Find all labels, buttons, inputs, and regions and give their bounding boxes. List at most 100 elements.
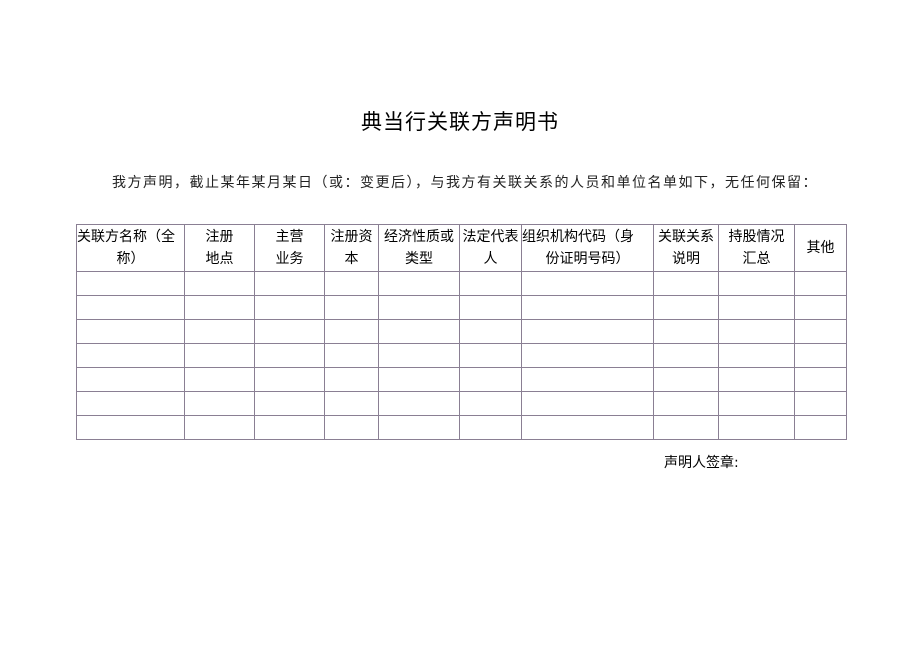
table-cell[interactable] bbox=[324, 295, 379, 320]
table-cell[interactable] bbox=[324, 415, 379, 440]
table-row bbox=[76, 319, 847, 344]
table-cell[interactable] bbox=[718, 391, 795, 416]
column-header-line: 注册 bbox=[205, 229, 234, 245]
table-cell[interactable] bbox=[76, 415, 185, 440]
table-cell[interactable] bbox=[76, 271, 185, 296]
table-cell[interactable] bbox=[459, 343, 522, 368]
table-cell[interactable] bbox=[254, 391, 325, 416]
table-cell[interactable] bbox=[459, 415, 522, 440]
table-cell[interactable] bbox=[718, 295, 795, 320]
table-row bbox=[76, 415, 847, 440]
column-header-line: 法定代表 bbox=[462, 229, 519, 245]
table-cell[interactable] bbox=[718, 319, 795, 344]
table-cell[interactable] bbox=[254, 415, 325, 440]
table-cell[interactable] bbox=[459, 295, 522, 320]
table-cell[interactable] bbox=[378, 319, 460, 344]
column-header-line: 关联关系 bbox=[658, 229, 714, 245]
table-row bbox=[76, 391, 847, 416]
declaration-paragraph: 我方声明，截止某年某月某日（或：变更后），与我方有关联关系的人员和单位名单如下，… bbox=[112, 175, 818, 191]
table-cell[interactable] bbox=[76, 319, 185, 344]
table-cell[interactable] bbox=[324, 367, 379, 392]
table-cell[interactable] bbox=[378, 391, 460, 416]
table-cell[interactable] bbox=[184, 391, 255, 416]
table-cell[interactable] bbox=[521, 367, 654, 392]
table-header-row: 关联方名称（全 称） 注册 地点 主营 业务 注册资本经济性质或 类型 法定代表人组织机构代码（… bbox=[76, 224, 847, 272]
table-cell[interactable] bbox=[459, 367, 522, 392]
table-cell[interactable] bbox=[521, 271, 654, 296]
table-cell[interactable] bbox=[459, 391, 522, 416]
table-cell[interactable] bbox=[184, 343, 255, 368]
table-cell[interactable] bbox=[324, 391, 379, 416]
table-cell[interactable] bbox=[653, 271, 719, 296]
table-row bbox=[76, 367, 847, 392]
column-header-line: 人 bbox=[483, 251, 498, 267]
table-cell[interactable] bbox=[459, 271, 522, 296]
table-cell[interactable] bbox=[794, 367, 847, 392]
column-header: 持股情况 汇总 bbox=[718, 224, 795, 272]
table-cell[interactable] bbox=[653, 295, 719, 320]
table-cell[interactable] bbox=[521, 295, 654, 320]
table-cell[interactable] bbox=[184, 271, 255, 296]
column-header: 注册 地点 bbox=[184, 224, 255, 272]
table-cell[interactable] bbox=[794, 319, 847, 344]
related-party-table: 关联方名称（全 称） 注册 地点 主营 业务 注册资本经济性质或 类型 法定代表人组织机构代码（… bbox=[76, 224, 847, 440]
column-header: 关联关系 说明 bbox=[653, 224, 719, 272]
table-cell[interactable] bbox=[324, 319, 379, 344]
table-cell[interactable] bbox=[794, 271, 847, 296]
column-header-line: 地点 bbox=[205, 251, 234, 267]
table-cell[interactable] bbox=[378, 415, 460, 440]
column-header-line: 份证明号码） bbox=[545, 251, 630, 267]
table-cell[interactable] bbox=[378, 271, 460, 296]
table-cell[interactable] bbox=[76, 343, 185, 368]
table-cell[interactable] bbox=[718, 367, 795, 392]
table-row bbox=[76, 343, 847, 368]
table-cell[interactable] bbox=[184, 367, 255, 392]
table-cell[interactable] bbox=[718, 271, 795, 296]
column-header: 其他 bbox=[794, 224, 847, 272]
table-cell[interactable] bbox=[794, 415, 847, 440]
table-cell[interactable] bbox=[794, 343, 847, 368]
table-cell[interactable] bbox=[653, 343, 719, 368]
table-cell[interactable] bbox=[378, 343, 460, 368]
table-cell[interactable] bbox=[184, 295, 255, 320]
column-header-line: 称） bbox=[116, 251, 145, 267]
table-cell[interactable] bbox=[76, 367, 185, 392]
column-header-line: 组织机构代码（身 bbox=[522, 229, 634, 245]
table-cell[interactable] bbox=[254, 271, 325, 296]
table-cell[interactable] bbox=[653, 391, 719, 416]
table-cell[interactable] bbox=[76, 391, 185, 416]
table-cell[interactable] bbox=[521, 343, 654, 368]
table-cell[interactable] bbox=[521, 391, 654, 416]
column-header-line: 关联方名称（全 bbox=[77, 229, 175, 245]
table-cell[interactable] bbox=[718, 415, 795, 440]
table-cell[interactable] bbox=[324, 271, 379, 296]
table-cell[interactable] bbox=[184, 319, 255, 344]
table-cell[interactable] bbox=[653, 415, 719, 440]
table-cell[interactable] bbox=[184, 415, 255, 440]
column-header-line: 其他 bbox=[806, 240, 835, 256]
table-cell[interactable] bbox=[254, 319, 325, 344]
column-header-line: 经济性质或 bbox=[384, 229, 454, 245]
table-cell[interactable] bbox=[254, 295, 325, 320]
table-cell[interactable] bbox=[254, 367, 325, 392]
table-cell[interactable] bbox=[378, 367, 460, 392]
table-cell[interactable] bbox=[653, 367, 719, 392]
column-header: 关联方名称（全称） bbox=[76, 224, 185, 272]
table-cell[interactable] bbox=[718, 343, 795, 368]
table-cell[interactable] bbox=[794, 391, 847, 416]
table-row bbox=[76, 295, 847, 320]
document-title: 典当行关联方声明书 bbox=[361, 110, 559, 134]
column-header-line: 持股情况 bbox=[728, 229, 785, 245]
column-header-line: 业务 bbox=[275, 251, 304, 267]
table-cell[interactable] bbox=[254, 343, 325, 368]
table-cell[interactable] bbox=[521, 415, 654, 440]
table-cell[interactable] bbox=[521, 319, 654, 344]
table-cell[interactable] bbox=[794, 295, 847, 320]
table-cell[interactable] bbox=[76, 295, 185, 320]
column-header: 注册资本 bbox=[324, 224, 379, 272]
column-header-line: 注册资 bbox=[330, 229, 373, 245]
table-cell[interactable] bbox=[378, 295, 460, 320]
table-cell[interactable] bbox=[459, 319, 522, 344]
table-cell[interactable] bbox=[324, 343, 379, 368]
table-cell[interactable] bbox=[653, 319, 719, 344]
